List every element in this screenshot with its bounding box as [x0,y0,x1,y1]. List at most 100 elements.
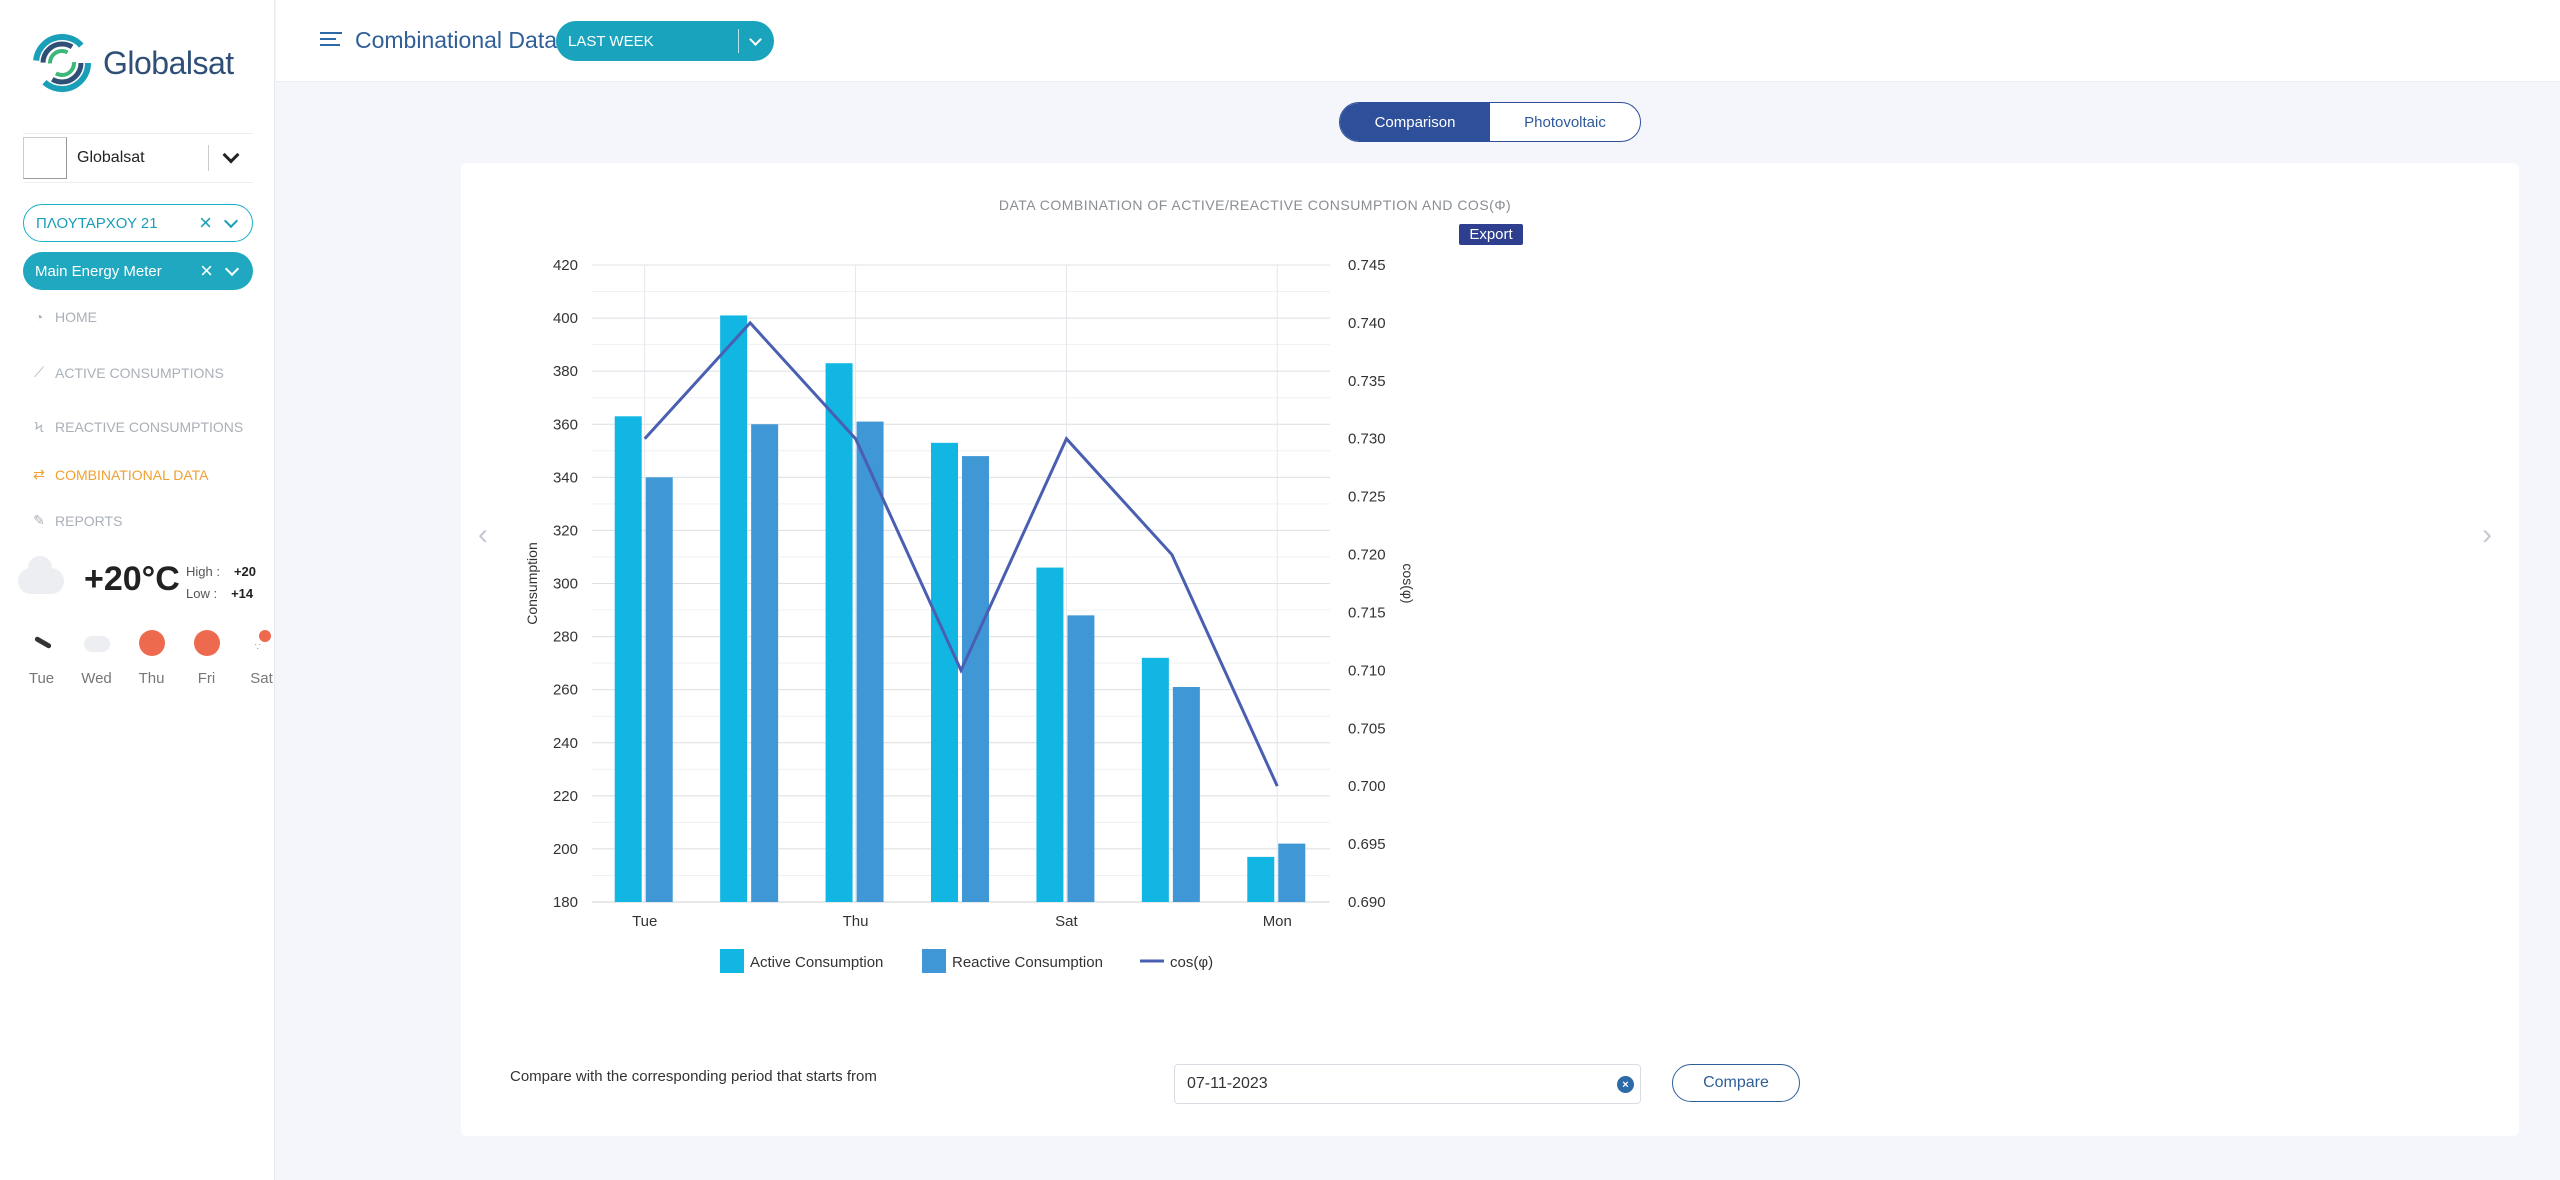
high-value: +20 [233,564,257,579]
y-tick-label: 320 [553,522,578,539]
y-tick-label: 240 [553,735,578,752]
legend-label: Active Consumption [750,954,883,971]
x-tick-label: Sat [1055,913,1078,930]
period-select-label: LAST WEEK [568,32,654,50]
high-label: High : [186,564,220,579]
nav-label: REACTIVE CONSUMPTIONS [55,419,244,435]
globalsat-logo-icon [33,34,91,92]
windy-icon [29,630,55,656]
forecast-day: Wed [69,630,124,687]
location-filter[interactable]: ΠΛΟΥΤΑΡΧΟΥ 21 × [23,204,253,242]
organization-select[interactable]: Globalsat [23,133,253,183]
export-button[interactable]: Export [1459,224,1523,245]
active-consumption-bar [931,442,958,902]
y-tick-label: 420 [553,257,578,274]
nav-combinational-data[interactable]: ⇄ COMBINATIONAL DATA [31,466,209,483]
reactive-consumption-bar [1067,615,1095,902]
cloud-icon [83,636,110,652]
compare-button[interactable]: Compare [1672,1064,1800,1102]
reactive-consumption-bar [1172,687,1200,902]
active-consumption-bar [614,416,642,902]
chevron-down-icon[interactable] [223,213,239,228]
active-consumption-bar [1247,856,1275,902]
menu-icon[interactable] [320,32,342,50]
chevron-down-icon[interactable] [222,146,240,164]
y2-tick-label: 0.730 [1348,431,1386,448]
logo-text: Globalsat [103,44,234,81]
active-consumption-bar [1036,567,1064,902]
dashboard-icon: ◔ [34,309,44,325]
nav-label: COMBINATIONAL DATA [55,466,209,483]
chevron-down-icon[interactable] [224,261,240,276]
view-toggle: Comparison Photovoltaic [1339,102,1641,142]
nav-label: REPORTS [55,512,123,529]
y-tick-label: 300 [553,576,578,593]
low-value: +14 [231,586,254,601]
chevron-right-icon[interactable]: › [2482,518,2492,551]
y2-tick-label: 0.695 [1348,836,1386,853]
reactive-consumption-bar [751,424,779,902]
y2-tick-label: 0.740 [1348,315,1386,332]
cosphi-line [643,320,1279,787]
y-tick-label: 180 [553,894,578,911]
nav-reactive-consumptions[interactable]: ϟ REACTIVE CONSUMPTIONS [31,419,244,435]
forecast-day: Thu [124,630,179,687]
sun-icon [138,630,165,656]
bolt-icon: ϟ [34,419,44,435]
forecast-day-name: Thu [138,670,165,687]
low-temp: Low : +14 [186,586,253,601]
chart-title: DATA COMBINATION OF ACTIVE/REACTIVE CONS… [998,197,1512,213]
y2-tick-label: 0.710 [1348,662,1386,679]
x-tick-label: Mon [1263,913,1292,930]
clear-location-icon[interactable]: × [199,210,212,235]
forecast-day: Tue [14,630,69,687]
page-title: Combinational Data [355,27,558,53]
meter-filter[interactable]: Main Energy Meter × [23,252,253,290]
sun-rain-icon: ∵ [249,630,275,656]
y-tick-label: 280 [553,629,578,646]
forecast-day-name: Fri [197,670,216,687]
divider [738,29,739,53]
legend-swatch [720,949,744,973]
reactive-consumption-bar [856,421,884,902]
logo[interactable]: Globalsat [31,32,234,94]
period-select[interactable]: LAST WEEK [556,21,774,61]
tab-comparison[interactable]: Comparison [1340,103,1490,141]
forecast-day-name: Wed [81,670,112,687]
chevron-down-icon[interactable] [749,32,762,46]
nav-label: ACTIVE CONSUMPTIONS [55,364,224,381]
sun-icon [193,630,220,656]
organization-image [23,137,67,179]
y2-tick-label: 0.690 [1348,894,1386,911]
compare-date-input[interactable] [1174,1064,1641,1104]
y2-tick-label: 0.720 [1348,547,1386,564]
reactive-consumption-bar [962,456,989,902]
organization-name: Globalsat [77,149,145,166]
nav-home[interactable]: ◔ HOME [31,309,97,325]
y2-tick-label: 0.705 [1348,720,1386,737]
sidebar: Globalsat Globalsat ΠΛΟΥΤΑΡΧΟΥ 21 × Main… [0,0,275,1180]
tab-photovoltaic[interactable]: Photovoltaic [1524,113,1606,131]
y2-tick-label: 0.735 [1348,373,1386,390]
reactive-consumption-bar [1278,843,1306,902]
clear-meter-icon[interactable]: × [200,258,213,283]
clear-date-icon[interactable]: × [1617,1076,1634,1093]
y2-axis-title: cos(φ) [1400,563,1416,603]
forecast: Tue Wed Thu Fri ∵ Sat [14,630,289,687]
edit-icon: ✎ [33,512,45,528]
location-filter-label: ΠΛΟΥΤΑΡΧΟΥ 21 [36,214,158,232]
nav-active-consumptions[interactable]: ⟋ ACTIVE CONSUMPTIONS [31,364,224,381]
exchange-icon: ⇄ [33,466,45,482]
compare-label: Compare with the corresponding period th… [510,1068,877,1085]
chart-line-icon: ⟋ [34,364,44,380]
high-temp: High : +20 [186,564,256,579]
y-axis-title: Consumption [524,542,540,625]
low-label: Low : [186,586,218,601]
forecast-day: Fri [179,630,234,687]
chevron-left-icon[interactable]: ‹ [478,518,488,551]
x-tick-label: Tue [632,913,657,930]
nav-reports[interactable]: ✎ REPORTS [31,512,122,529]
legend-label: cos(φ) [1170,954,1213,971]
y-tick-label: 360 [553,416,578,433]
chart-card [461,163,2519,1136]
